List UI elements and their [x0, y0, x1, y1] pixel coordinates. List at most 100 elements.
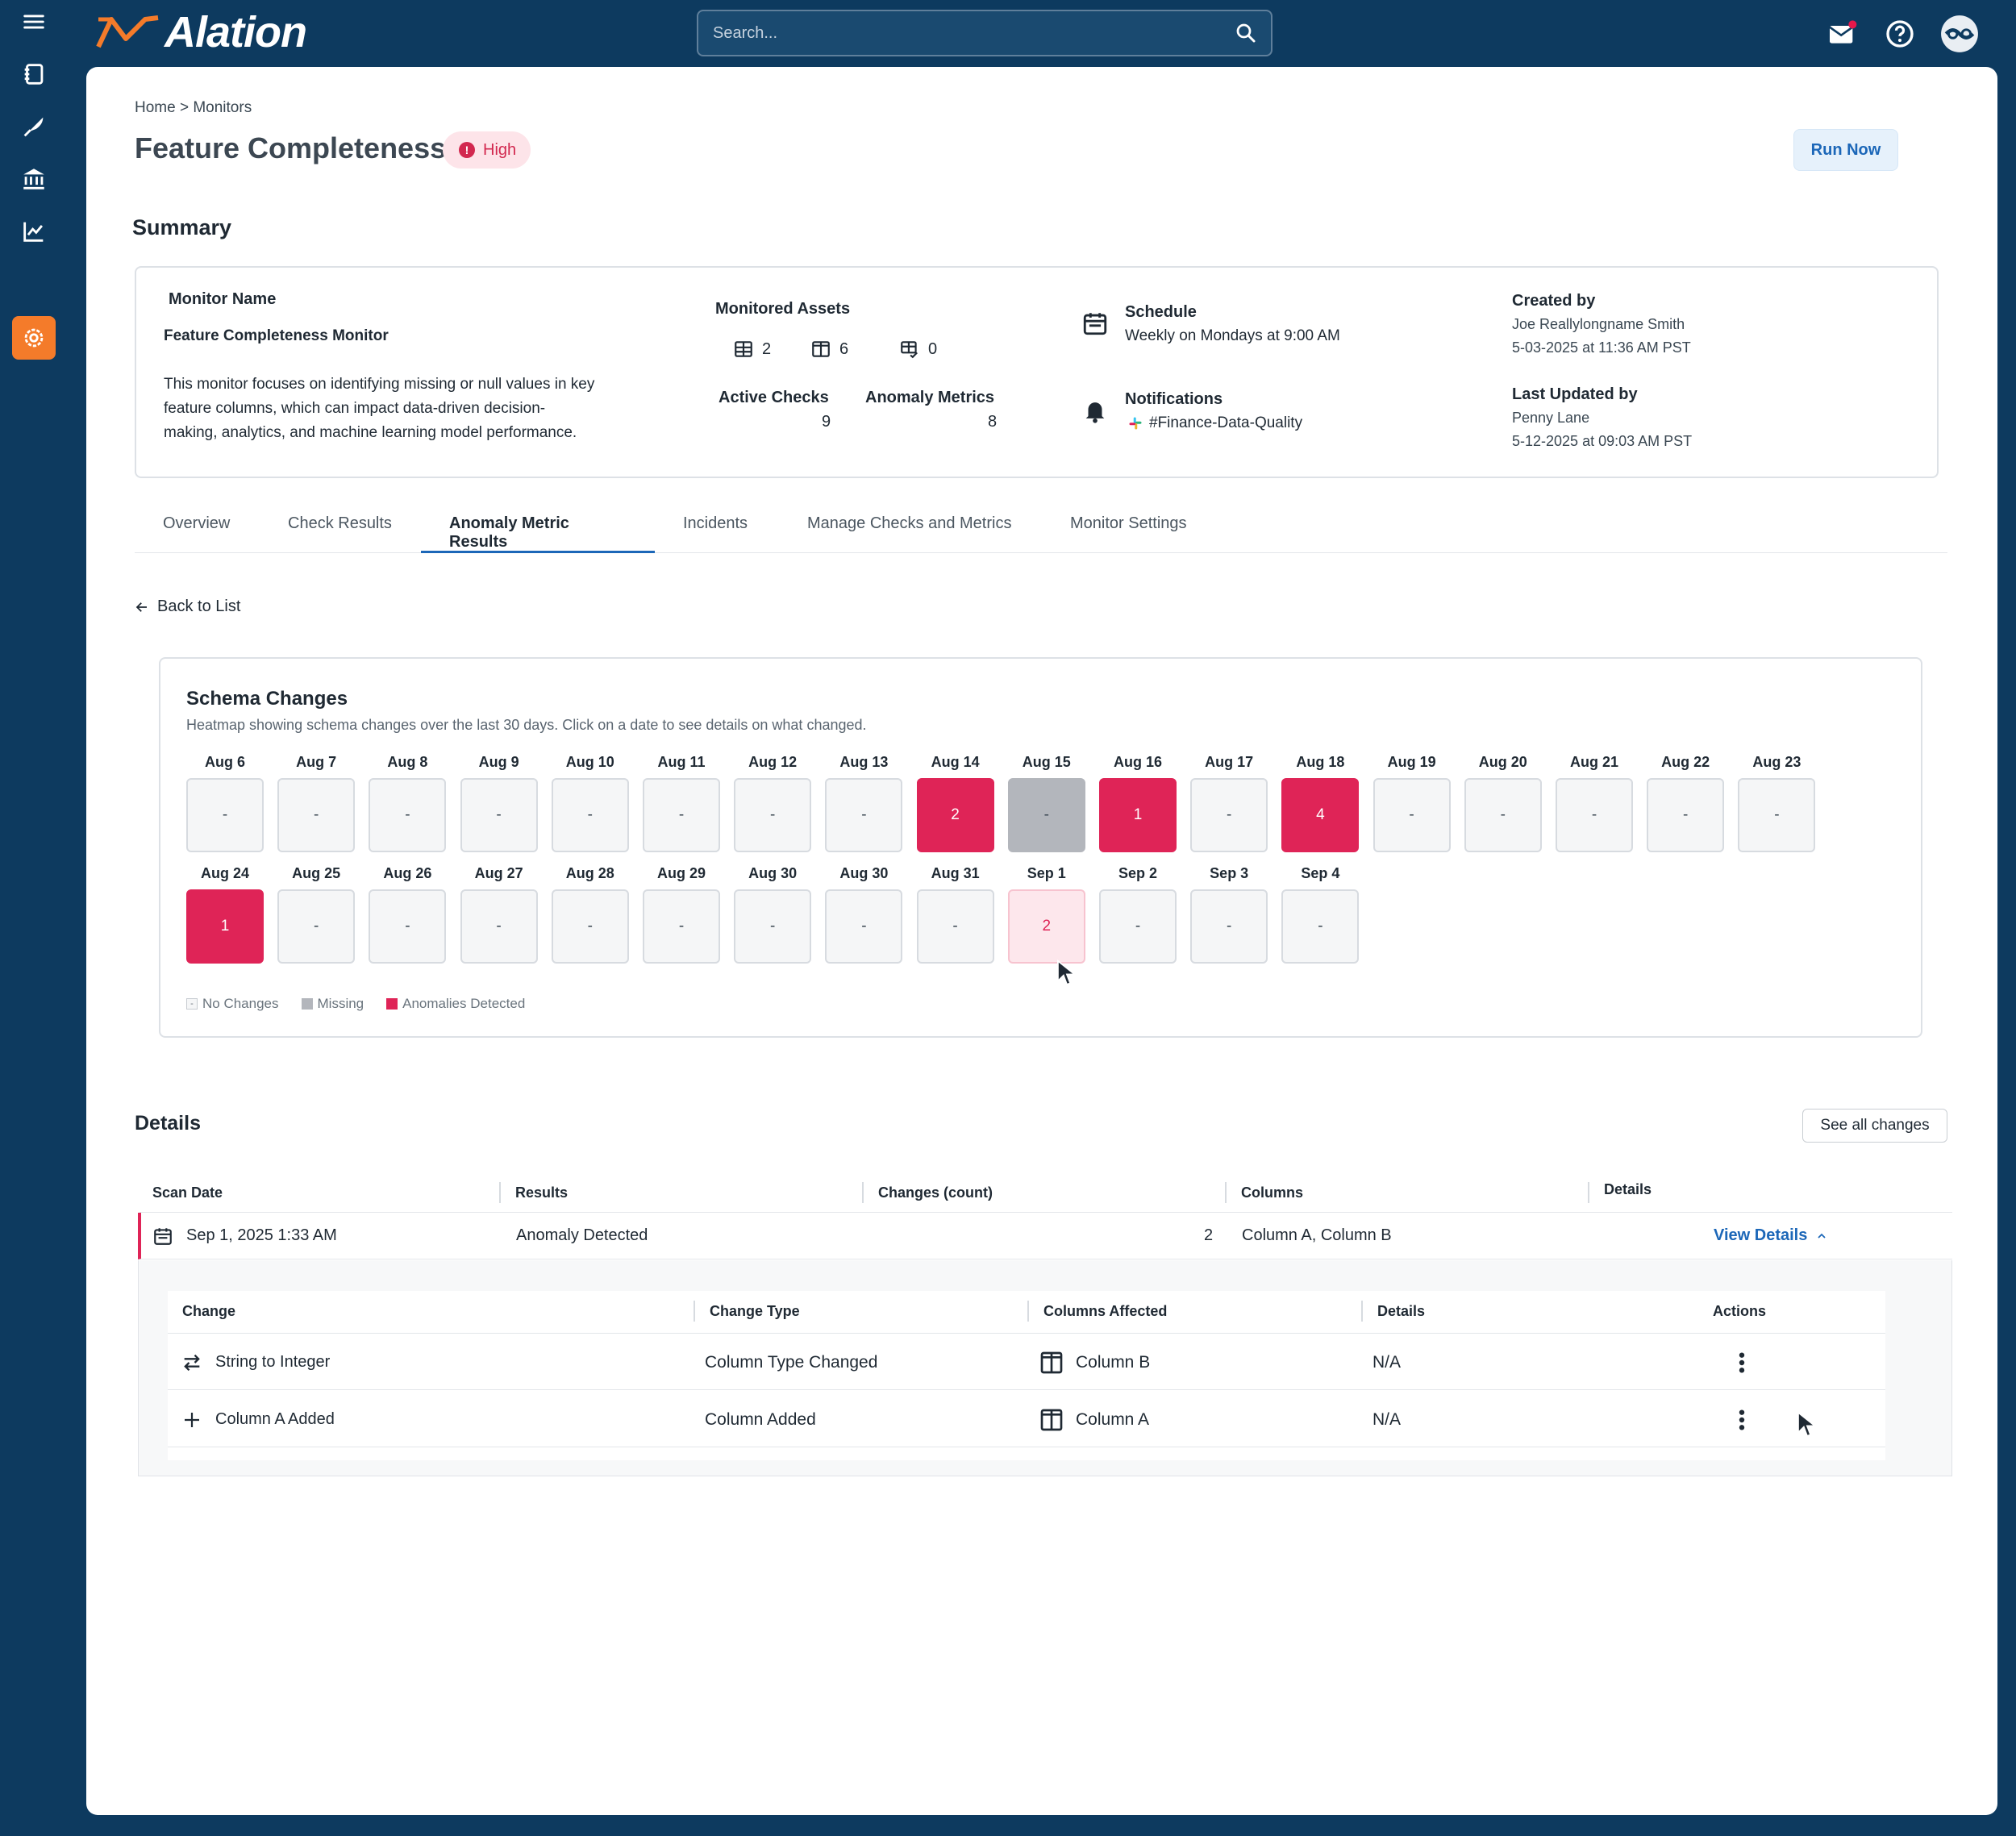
heatmap-cell[interactable]: - — [551, 889, 629, 964]
cursor-icon — [1057, 959, 1077, 985]
heatmap-cell[interactable]: - — [734, 889, 812, 964]
heatmap-date-label: Aug 19 — [1387, 754, 1436, 770]
menu-icon[interactable] — [16, 4, 52, 40]
table-row[interactable]: Column A Added Column Added Column A N/A — [168, 1391, 1885, 1447]
change-type: Column Type Changed — [705, 1353, 878, 1372]
schema-changes-card: Schema Changes Heatmap showing schema ch… — [159, 657, 1922, 1038]
heatmap-cell[interactable]: - — [460, 778, 538, 852]
sub-col-change[interactable]: Change — [182, 1303, 236, 1319]
tab-anomaly-metric-results[interactable]: Anomaly Metric Results — [421, 514, 655, 553]
expanded-details-panel: Change Change Type Columns Affected Deta… — [138, 1260, 1952, 1476]
assets-tables[interactable]: 2 — [733, 339, 771, 360]
catalog-icon[interactable] — [16, 56, 52, 92]
heatmap-cell[interactable]: - — [1281, 889, 1360, 964]
heatmap-cell[interactable]: 1 — [1099, 778, 1177, 852]
heatmap-cell[interactable]: - — [369, 889, 447, 964]
breadcrumb[interactable]: Home > Monitors — [135, 99, 252, 116]
monitor-name: Feature Completeness Monitor — [164, 327, 389, 344]
more-options-icon[interactable] — [1738, 1350, 1746, 1376]
heatmap-cell[interactable]: - — [551, 778, 629, 852]
tab-monitor-settings[interactable]: Monitor Settings — [1070, 514, 1187, 532]
notification-channel[interactable]: #Finance-Data-Quality — [1128, 414, 1302, 432]
tab-check-results[interactable]: Check Results — [288, 514, 392, 532]
heatmap-cell[interactable]: - — [916, 889, 994, 964]
heatmap-cell[interactable]: - — [1007, 778, 1085, 852]
assets-queries[interactable]: 0 — [899, 339, 937, 360]
sub-col-columns-affected[interactable]: Columns Affected — [1043, 1303, 1168, 1319]
change-name: Column A Added — [215, 1410, 335, 1428]
heatmap-cell[interactable]: - — [1190, 778, 1268, 852]
col-scan-date[interactable]: Scan Date — [152, 1184, 223, 1201]
view-details-link[interactable]: View Details — [1714, 1226, 1828, 1245]
slack-icon — [1129, 417, 1142, 430]
table-row[interactable]: String to Integer Column Type Changed Co… — [168, 1334, 1885, 1390]
heatmap-cell[interactable]: 4 — [1281, 778, 1360, 852]
heatmap-cell[interactable]: - — [734, 778, 812, 852]
active-checks-label: Active Checks — [719, 389, 829, 406]
search-box[interactable] — [697, 10, 1272, 56]
sub-col-change-type[interactable]: Change Type — [710, 1303, 800, 1319]
divider — [140, 1212, 1952, 1213]
compose-icon[interactable] — [16, 109, 52, 144]
col-results[interactable]: Results — [515, 1184, 569, 1201]
heatmap-date-label: Aug 20 — [1478, 754, 1527, 770]
avatar[interactable] — [1939, 15, 1981, 53]
tab-overview[interactable]: Overview — [163, 514, 231, 532]
heatmap-cell[interactable]: - — [643, 889, 720, 964]
search-icon[interactable] — [1234, 21, 1258, 45]
heatmap-cell[interactable]: - — [1372, 778, 1451, 852]
heatmap-date-label: Aug 7 — [296, 754, 337, 770]
data-quality-gear-icon[interactable] — [12, 316, 56, 360]
back-to-list-link[interactable]: Back to List — [135, 597, 240, 616]
sidebar — [0, 0, 68, 1836]
heatmap-cell[interactable]: - — [369, 778, 447, 852]
search-input[interactable] — [698, 11, 1214, 55]
details-heading: Details — [135, 1112, 201, 1134]
heatmap-cell[interactable]: 2 — [916, 778, 994, 852]
col-columns[interactable]: Columns — [1241, 1184, 1304, 1201]
updated-at: 5-12-2025 at 09:03 AM PST — [1512, 433, 1693, 449]
heatmap-cell[interactable]: - — [1556, 778, 1633, 852]
monitor-description-3: making, analytics, and machine learning … — [164, 424, 577, 441]
heatmap-cell[interactable]: - — [277, 889, 356, 964]
heatmap-cell[interactable]: - — [825, 778, 903, 852]
heatmap-cell[interactable]: - — [460, 889, 538, 964]
heatmap-cell[interactable]: - — [1647, 778, 1725, 852]
change-details: N/A — [1372, 1410, 1402, 1429]
tab-incidents[interactable]: Incidents — [683, 514, 748, 532]
legend-anomalies: Anomalies Detected — [386, 996, 525, 1012]
more-options-icon[interactable] — [1738, 1407, 1746, 1433]
sub-col-details[interactable]: Details — [1377, 1303, 1426, 1319]
run-now-button[interactable]: Run Now — [1793, 129, 1898, 171]
heatmap-cell[interactable]: - — [643, 778, 720, 852]
mail-icon[interactable] — [1824, 15, 1860, 53]
heatmap-cell[interactable]: - — [1099, 889, 1177, 964]
tab-manage-checks[interactable]: Manage Checks and Metrics — [807, 514, 1012, 532]
calendar-icon — [154, 1228, 172, 1245]
heatmap-cell[interactable]: - — [825, 889, 903, 964]
col-changes-count[interactable]: Changes (count) — [878, 1184, 993, 1201]
column-affected[interactable]: Column B — [1076, 1353, 1151, 1372]
see-all-changes-button[interactable]: See all changes — [1802, 1109, 1947, 1143]
col-divider — [1225, 1182, 1227, 1203]
sub-col-actions[interactable]: Actions — [1713, 1303, 1767, 1319]
heatmap-cell[interactable]: - — [1190, 889, 1268, 964]
heatmap-cell[interactable]: - — [186, 778, 264, 852]
heatmap-cell[interactable]: 1 — [186, 889, 264, 964]
alation-logo[interactable]: Alation — [95, 8, 307, 56]
governance-icon[interactable] — [16, 161, 52, 197]
heatmap-cell[interactable]: - — [1464, 778, 1542, 852]
assets-columns[interactable]: 6 — [810, 339, 848, 360]
heatmap-date-label: Aug 9 — [478, 754, 519, 770]
column-affected[interactable]: Column A — [1076, 1410, 1150, 1429]
analytics-icon[interactable] — [16, 214, 52, 249]
table-row[interactable]: Sep 1, 2025 1:33 AM Anomaly Detected 2 C… — [138, 1213, 1952, 1259]
heatmap-cell[interactable]: - — [1738, 778, 1816, 852]
col-details[interactable]: Details — [1604, 1181, 1652, 1197]
heatmap-cell[interactable]: 2 — [1007, 889, 1085, 964]
monitored-assets-label: Monitored Assets — [715, 300, 851, 318]
heatmap-legend: - No Changes Missing Anomalies Detected — [186, 996, 525, 1012]
help-icon[interactable] — [1882, 15, 1918, 53]
heatmap-date-label: Aug 17 — [1205, 754, 1254, 770]
heatmap-cell[interactable]: - — [277, 778, 356, 852]
